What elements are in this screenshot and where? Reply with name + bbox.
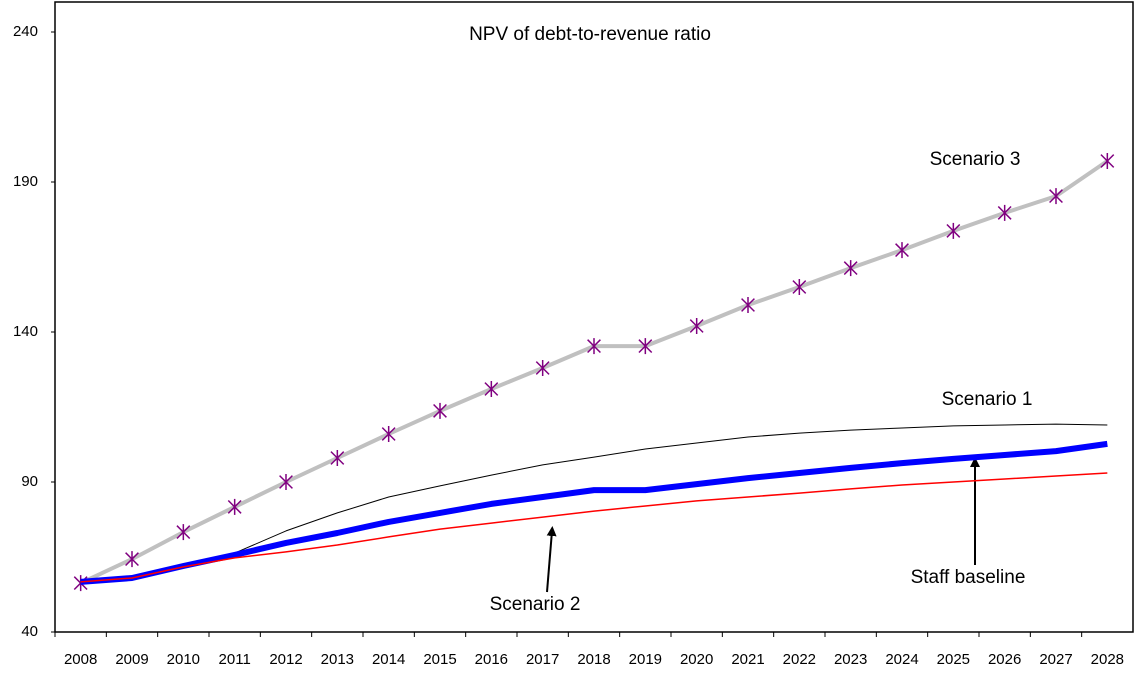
marker-stroke — [1049, 189, 1063, 204]
marker-stroke — [484, 382, 499, 396]
marker — [227, 498, 242, 515]
y-tick-label: 190 — [13, 173, 38, 190]
x-tick-label: 2013 — [321, 651, 354, 668]
marker-stroke — [946, 223, 961, 238]
x-tick-label: 2010 — [167, 651, 200, 668]
series-label: Scenario 2 — [490, 594, 581, 615]
x-tick-label: 2011 — [219, 651, 251, 668]
marker — [843, 260, 858, 277]
marker-stroke — [587, 339, 601, 354]
y-tick-label: 240 — [13, 23, 38, 40]
marker — [638, 338, 653, 355]
x-tick-label: 2021 — [731, 651, 764, 668]
marker-stroke — [279, 475, 293, 489]
marker-stroke — [997, 205, 1012, 220]
marker-stroke — [535, 361, 550, 375]
marker-stroke — [381, 427, 396, 441]
x-tick-label: 2024 — [885, 651, 918, 668]
marker-stroke — [1100, 154, 1115, 168]
marker — [997, 204, 1012, 221]
marker-stroke — [125, 552, 139, 567]
marker — [792, 279, 807, 295]
marker-stroke — [741, 298, 755, 312]
series-line — [80, 423, 1108, 584]
marker — [689, 318, 704, 334]
marker-stroke — [433, 403, 447, 418]
series-label: Scenario 3 — [930, 149, 1021, 170]
x-tick-label: 2018 — [577, 651, 610, 668]
chart-title: NPV of debt-to-revenue ratio — [469, 24, 711, 45]
marker — [484, 381, 499, 397]
marker — [741, 297, 755, 313]
series-line — [80, 440, 1108, 585]
x-tick-label: 2028 — [1091, 651, 1124, 668]
x-tick-label: 2017 — [526, 651, 559, 668]
arrow — [546, 526, 557, 593]
x-tick-label: 2015 — [423, 651, 456, 668]
marker-stroke — [895, 243, 909, 258]
marker — [279, 474, 293, 490]
x-tick-label: 2020 — [680, 651, 713, 668]
x-tick-label: 2014 — [372, 651, 405, 668]
y-tick-label: 140 — [13, 323, 38, 340]
marker — [433, 402, 447, 419]
marker — [330, 450, 345, 466]
marker-stroke — [689, 319, 704, 333]
marker — [381, 426, 396, 442]
marker-stroke — [176, 525, 191, 540]
y-tick-label: 40 — [21, 623, 38, 640]
marker-stroke — [638, 339, 653, 354]
x-tick-label: 2027 — [1039, 651, 1072, 668]
marker — [535, 360, 550, 376]
marker-stroke — [843, 261, 858, 276]
marker-stroke — [330, 451, 345, 465]
x-tick-label: 2025 — [937, 651, 970, 668]
x-tick-label: 2022 — [783, 651, 816, 668]
marker — [946, 222, 961, 239]
x-tick-label: 2023 — [834, 651, 867, 668]
marker — [1100, 153, 1115, 169]
x-tick-label: 2016 — [475, 651, 508, 668]
marker — [895, 242, 909, 259]
marker — [176, 524, 191, 541]
series-label: Staff baseline — [911, 567, 1026, 588]
x-tick-label: 2012 — [269, 651, 302, 668]
marker — [125, 551, 139, 568]
series-label: Scenario 1 — [942, 389, 1033, 410]
marker-stroke — [227, 499, 242, 514]
x-tick-label: 2008 — [64, 651, 97, 668]
x-tick-label: 2009 — [115, 651, 148, 668]
x-tick-label: 2019 — [629, 651, 662, 668]
marker — [1049, 188, 1063, 205]
marker-stroke — [792, 280, 807, 294]
x-tick-label: 2026 — [988, 651, 1021, 668]
plot-frame — [54, 1, 1134, 633]
marker — [587, 338, 601, 355]
y-tick-label: 90 — [21, 473, 38, 490]
series-line — [80, 472, 1108, 583]
